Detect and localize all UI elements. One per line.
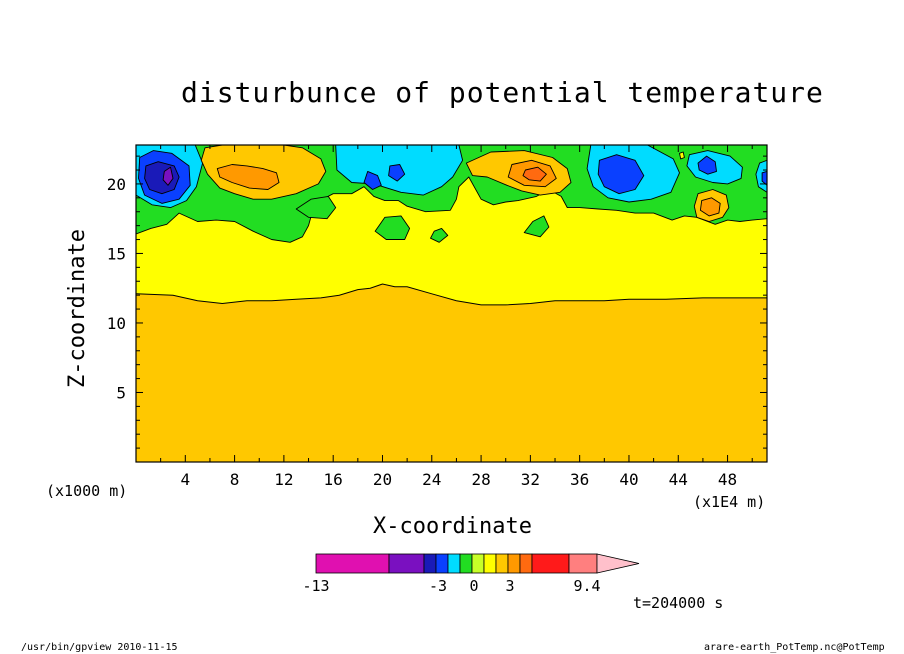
- green-patch-1: [295, 195, 337, 220]
- y-tick-label: 15: [107, 244, 126, 263]
- footer-left: /usr/bin/gpview 2010-11-15: [21, 642, 178, 653]
- x-tick-label: 12: [274, 470, 293, 489]
- colorbar-swatch: [471, 553, 485, 574]
- y-axis-label: Z-coordinate: [64, 229, 90, 388]
- magenta-left: [162, 166, 174, 186]
- blue-far-right: [697, 155, 717, 175]
- colorbar-swatch: [483, 553, 497, 574]
- x-tick-label: 32: [521, 470, 540, 489]
- colorbar-label: -13: [302, 577, 329, 595]
- x-tick-label: 4: [180, 470, 190, 489]
- x-tick-label: 16: [324, 470, 343, 489]
- x-tick-label: 40: [619, 470, 638, 489]
- y-tick-label: 5: [116, 383, 126, 402]
- colorbar-swatch: [568, 553, 598, 574]
- colorbar-swatch: [531, 553, 570, 574]
- x-unit-right: (x1E4 m): [693, 493, 766, 511]
- orange-right-inner-red: [522, 166, 547, 182]
- yellow-small-right: [679, 151, 685, 160]
- colorbar-swatch: [435, 553, 449, 574]
- plot-area: [135, 144, 768, 463]
- green-patch-4: [523, 215, 550, 238]
- x-tick-label: 20: [373, 470, 392, 489]
- colorbar-swatch: [507, 553, 521, 574]
- chart-title: disturbunce of potential temperature: [181, 76, 824, 109]
- x-axis-label: X-coordinate: [373, 514, 532, 539]
- orange-left-inner: [216, 164, 280, 190]
- blue-far-right-edge: [761, 170, 767, 186]
- blue-middle-1: [363, 170, 382, 190]
- colorbar-swatch: [459, 553, 473, 574]
- green-patch-2: [374, 215, 411, 240]
- colorbar-swatch: [519, 553, 533, 574]
- blue-right: [597, 154, 645, 195]
- colorbar-swatch: [423, 553, 437, 574]
- colorbar-label: 0: [469, 577, 478, 595]
- colorbar-swatch: [388, 553, 425, 574]
- orange-far-right-inner: [699, 197, 721, 217]
- colorbar-swatch: [315, 553, 390, 574]
- time-label: t=204000 s: [633, 594, 724, 612]
- green-patch-3: [430, 227, 449, 243]
- x-tick-label: 48: [718, 470, 737, 489]
- colorbar-label: -3: [429, 577, 447, 595]
- y-tick-label: 10: [107, 314, 126, 333]
- x-tick-label: 28: [471, 470, 490, 489]
- navy-left: [144, 161, 180, 195]
- colorbar-arrow: [596, 553, 640, 574]
- x-tick-label: 44: [669, 470, 688, 489]
- y-tick-label: 20: [107, 175, 126, 194]
- footer-right: arare-earth_PotTemp.nc@PotTemp: [704, 642, 885, 653]
- plot-frame: [135, 144, 768, 463]
- lower-contour-line: [136, 283, 767, 306]
- x-tick-label: 36: [570, 470, 589, 489]
- blue-middle-2: [388, 164, 406, 182]
- colorbar-swatch: [495, 553, 509, 574]
- colorbar-label: 9.4: [573, 577, 600, 595]
- colorbar-swatch: [447, 553, 461, 574]
- light-orange-band: [136, 284, 767, 462]
- x-unit-left: (x1000 m): [46, 482, 128, 500]
- colorbar: -13 -3 0 3 9.4: [302, 553, 640, 595]
- x-tick-label: 24: [422, 470, 441, 489]
- x-tick-label: 8: [230, 470, 240, 489]
- colorbar-label: 3: [505, 577, 514, 595]
